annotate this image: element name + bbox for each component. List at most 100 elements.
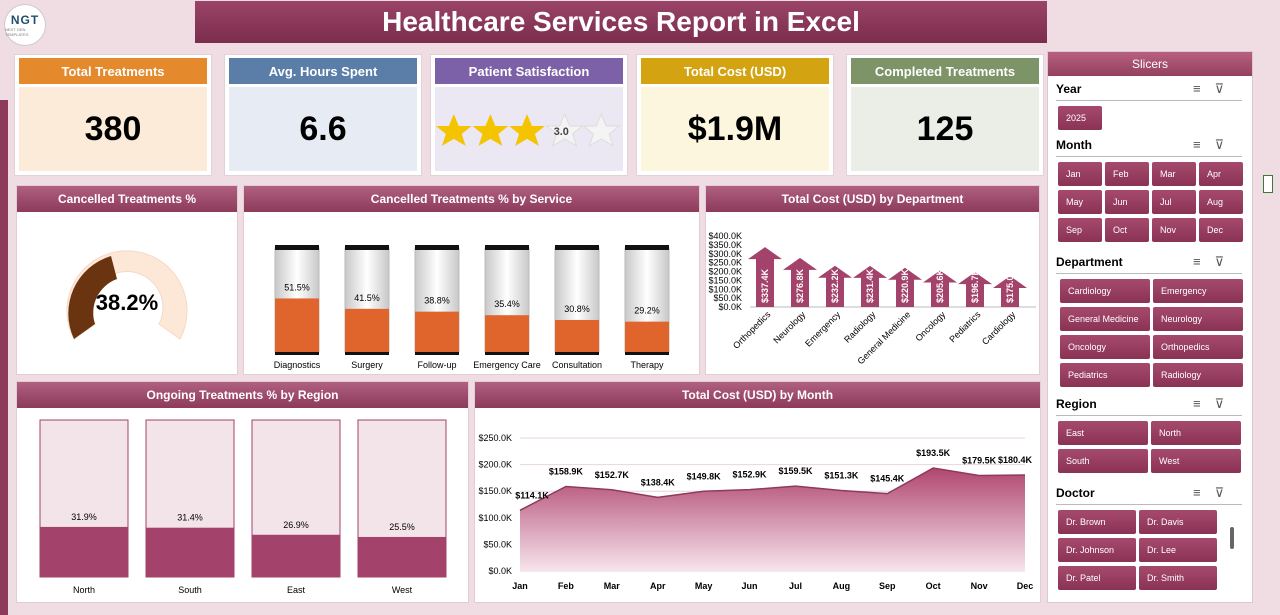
clear-filter-icon[interactable]: ⊽ (1214, 396, 1225, 411)
tick-label: Feb (558, 581, 575, 591)
slicer-department-item[interactable]: Emergency (1153, 279, 1243, 303)
slicer-year-item[interactable]: 2025 (1058, 106, 1102, 130)
slicer-doctor-item[interactable]: Dr. Brown (1058, 510, 1136, 534)
data-label: 38.8% (424, 296, 450, 306)
multi-select-icon[interactable]: ≡ (1193, 396, 1201, 411)
slicer-department-item[interactable]: Oncology (1060, 335, 1150, 359)
slicer-region-item[interactable]: West (1151, 449, 1241, 473)
data-label: $196.7K (970, 268, 980, 303)
slicer-month-item[interactable]: Oct (1105, 218, 1149, 242)
slicer-department-item[interactable]: Orthopedics (1153, 335, 1243, 359)
slicer-month-item[interactable]: Jul (1152, 190, 1196, 214)
multi-select-icon[interactable]: ≡ (1193, 137, 1201, 152)
slicer-department-label: Department (1056, 255, 1123, 269)
slicer-region-item[interactable]: East (1058, 421, 1148, 445)
kpi-stars: 3.0 (435, 87, 623, 171)
bar (888, 267, 922, 307)
cancelled-pct-gauge: 38.2% (66, 250, 188, 340)
data-label: $232.2K (830, 268, 840, 303)
tick-label: $300.0K (708, 249, 742, 259)
cost-by-month-chart: $0.0K $50.0K $100.0K $150.0K $200.0K $250.0K $… (478, 433, 1034, 591)
data-label: $337.4K (760, 268, 770, 303)
tick-label: Consultation (552, 360, 602, 370)
tick-label: Jul (789, 581, 802, 591)
data-label: $179.5K (962, 456, 997, 466)
slicer-region-controls: ≡ ⊽ (1193, 396, 1224, 412)
data-label: $159.5K (778, 466, 813, 476)
bar (923, 270, 957, 307)
cost-by-department-panel: Total Cost (USD) by Department $0.0K $50.… (705, 185, 1040, 375)
bar (415, 311, 459, 352)
slicer-department-item[interactable]: Radiology (1153, 363, 1243, 387)
clear-filter-icon[interactable]: ⊽ (1214, 254, 1225, 269)
slicer-month-controls: ≡ ⊽ (1193, 137, 1224, 153)
slicer-region-item[interactable]: South (1058, 449, 1148, 473)
slicer-doctor-item[interactable]: Dr. Smith (1139, 566, 1217, 590)
slicer-doctor-item[interactable]: Dr. Davis (1139, 510, 1217, 534)
tick-label: Emergency Care (473, 360, 541, 370)
slicer-department-item[interactable]: Cardiology (1060, 279, 1150, 303)
tick-label: Orthopedics (731, 309, 773, 351)
slicer-month-item[interactable]: Apr (1199, 162, 1243, 186)
slicer-month-item[interactable]: Aug (1199, 190, 1243, 214)
slicer-month-item[interactable]: Mar (1152, 162, 1196, 186)
slicer-doctor-item[interactable]: Dr. Lee (1139, 538, 1217, 562)
kpi-label: Avg. Hours Spent (229, 58, 417, 84)
tick-label: North (73, 585, 95, 595)
slicer-department-item[interactable]: General Medicine (1060, 307, 1150, 331)
data-label: 31.4% (177, 513, 203, 523)
tick-label: South (178, 585, 202, 595)
data-label: 29.2% (634, 306, 660, 316)
slicer-divider (1056, 156, 1242, 157)
slicer-doctor-item[interactable]: Dr. Johnson (1058, 538, 1136, 562)
clear-filter-icon[interactable]: ⊽ (1214, 81, 1225, 96)
slicer-doctor-label: Doctor (1056, 486, 1095, 500)
series-area (520, 468, 1025, 571)
tick-label: $150.0K (708, 275, 742, 285)
slicer-department-controls: ≡ ⊽ (1193, 254, 1224, 270)
slicer-month-item[interactable]: May (1058, 190, 1102, 214)
bar (485, 315, 529, 352)
bar-cap (345, 245, 389, 250)
tick-label: Dec (1017, 581, 1034, 591)
tick-label: $200.0K (708, 267, 742, 277)
slicer-month-item[interactable]: Jun (1105, 190, 1149, 214)
tick-label: $50.0K (483, 539, 512, 549)
company-logo: NGT NEXT GEN TEMPLATES (4, 4, 46, 46)
tick-label: $100.0K (478, 513, 512, 523)
kpi-label: Completed Treatments (851, 58, 1039, 84)
data-label: 51.5% (284, 282, 310, 292)
slicer-month-item[interactable]: Jan (1058, 162, 1102, 186)
tick-label: Neurology (771, 309, 807, 345)
data-label: $152.9K (733, 470, 768, 480)
multi-select-icon[interactable]: ≡ (1193, 254, 1201, 269)
bar-base (275, 350, 319, 355)
slicer-scrollbar[interactable] (1230, 527, 1234, 549)
slicer-month-item[interactable]: Dec (1199, 218, 1243, 242)
slicer-month-item[interactable]: Sep (1058, 218, 1102, 242)
slicer-month-item[interactable]: Feb (1105, 162, 1149, 186)
slicer-doctor-item[interactable]: Dr. Patel (1058, 566, 1136, 590)
slicer-department-item[interactable]: Pediatrics (1060, 363, 1150, 387)
slicer-month-item[interactable]: Nov (1152, 218, 1196, 242)
gauge-value: 38.2% (96, 290, 158, 315)
bar-cap (555, 245, 599, 250)
multi-select-icon[interactable]: ≡ (1193, 485, 1201, 500)
clear-filter-icon[interactable]: ⊽ (1214, 137, 1225, 152)
panel-title: Cancelled Treatments % by Service (244, 186, 699, 212)
tick-label: Cardiology (980, 309, 1018, 347)
star-icon (545, 112, 584, 147)
kpi-value: $1.9M (641, 87, 829, 171)
star-rating: 3.0 (435, 112, 621, 147)
slicer-region-item[interactable]: North (1151, 421, 1241, 445)
slicer-department-item[interactable]: Neurology (1153, 307, 1243, 331)
bar (345, 308, 389, 352)
clear-filter-icon[interactable]: ⊽ (1214, 485, 1225, 500)
bar (555, 319, 599, 352)
data-label: $231.4K (865, 268, 875, 303)
slicer-doctor-controls: ≡ ⊽ (1193, 485, 1224, 501)
multi-select-icon[interactable]: ≡ (1193, 81, 1201, 96)
left-accent-bar (0, 100, 8, 615)
tick-label: Oncology (913, 309, 947, 343)
cancelled-by-service-panel: Cancelled Treatments % by Service 51.5% D… (243, 185, 700, 375)
